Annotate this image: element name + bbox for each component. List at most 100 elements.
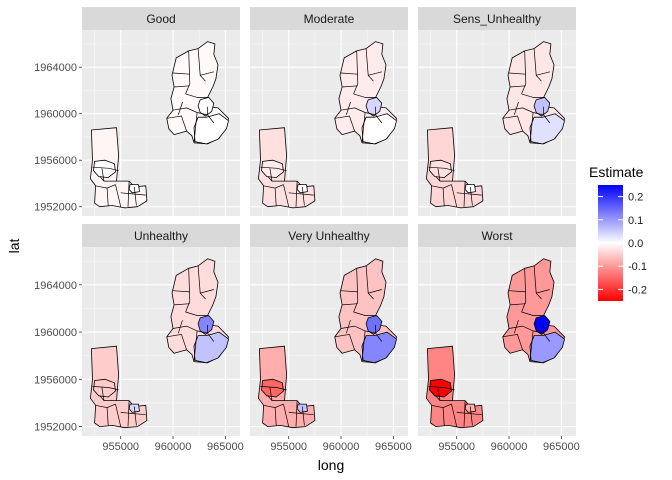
region-border <box>342 303 358 306</box>
region-border <box>442 407 445 426</box>
x-tick-label: 965000 <box>375 441 412 453</box>
legend-tick-label: 0.2 <box>628 192 643 204</box>
x-tick-label: 965000 <box>207 441 244 453</box>
x-tick-label: 965000 <box>543 441 580 453</box>
axes: 1952000 1956000 1960000 1964000 1952000 19560… <box>34 62 580 453</box>
y-tick-label: 1952000 <box>34 202 77 214</box>
region-border <box>428 166 455 172</box>
region-border <box>166 334 187 350</box>
legend-title: Estimate <box>589 164 644 180</box>
region-border <box>127 181 130 207</box>
region-border <box>340 72 358 75</box>
region-border <box>345 320 351 334</box>
x-tick-label: 960000 <box>323 441 360 453</box>
region-border <box>274 407 277 426</box>
region-border <box>442 188 445 206</box>
region-border <box>469 186 473 206</box>
region-border <box>368 289 382 294</box>
region-border <box>106 407 109 426</box>
legend-tick-label: -0.2 <box>628 284 647 296</box>
region-border <box>508 325 534 332</box>
region-border <box>353 311 376 316</box>
region-border <box>177 101 183 116</box>
region-border <box>127 400 130 427</box>
region-border <box>106 188 109 206</box>
region-border <box>185 311 208 316</box>
y-tick-label: 1964000 <box>34 280 77 292</box>
region-border <box>365 112 376 116</box>
facet-panel: Moderate <box>250 7 408 216</box>
region-border <box>451 404 458 427</box>
region-border <box>200 71 214 76</box>
region-border <box>115 184 122 207</box>
region-border <box>508 107 534 113</box>
region-border <box>133 186 137 206</box>
facet-strip <box>82 224 240 247</box>
region-border <box>463 400 466 427</box>
legend-tick-label: 0.1 <box>628 215 643 227</box>
region-border <box>469 406 473 426</box>
facet-strip-label: Worst <box>481 229 513 243</box>
facet-strip-label: Moderate <box>304 12 355 26</box>
region-border <box>174 303 190 306</box>
legend: Estimate 0.2 0.1 0.0 -0.1 -0.2 <box>589 164 647 301</box>
region-border <box>92 166 119 172</box>
region-border <box>288 412 314 416</box>
region-border <box>502 334 523 350</box>
region-border <box>340 107 366 113</box>
region-border <box>193 112 198 143</box>
region-border <box>295 181 298 207</box>
legend-ticks: 0.2 0.1 0.0 -0.1 -0.2 <box>598 192 647 296</box>
region-border <box>361 112 366 143</box>
region-border <box>529 330 534 362</box>
region-border <box>172 72 190 75</box>
region-border <box>260 166 287 172</box>
region-border <box>283 404 290 427</box>
region-border <box>340 290 358 293</box>
region-border <box>510 303 526 306</box>
region-border <box>533 330 544 334</box>
facet-panel: Sens_Unhealthy <box>418 7 576 216</box>
region-border <box>172 325 198 332</box>
y-tick-label: 1956000 <box>34 155 77 167</box>
legend-tick-label: 0.0 <box>628 238 643 250</box>
region-border <box>334 334 355 350</box>
region-border <box>200 289 214 294</box>
region-border <box>197 330 208 334</box>
region-border <box>361 330 366 362</box>
facet-strip <box>418 7 576 30</box>
y-axis-title: lat <box>6 239 22 254</box>
x-tick-label: 960000 <box>491 441 528 453</box>
region-border <box>521 50 527 95</box>
region-border <box>177 320 183 334</box>
region-border <box>456 412 482 416</box>
region-border <box>288 192 314 196</box>
facet-panels: Good Moderate Sens_Unhealthy Unhealthy Very … <box>82 7 576 436</box>
region-border <box>345 101 351 116</box>
region-west-focus <box>429 378 452 398</box>
region-border <box>428 386 455 391</box>
x-tick-label: 955000 <box>102 441 139 453</box>
y-tick-label: 1952000 <box>34 422 77 434</box>
region-border <box>502 115 523 132</box>
region-border <box>521 93 544 98</box>
region-border <box>521 311 544 316</box>
region-border <box>533 112 544 116</box>
legend-tick-label: -0.1 <box>628 261 647 273</box>
facet-panel: Worst <box>418 224 576 436</box>
region-border <box>508 290 526 293</box>
region-border <box>353 93 376 98</box>
region-border <box>301 406 305 426</box>
y-tick-label: 1960000 <box>34 109 77 121</box>
region-border <box>172 107 198 113</box>
facet-strip <box>82 7 240 30</box>
region-border <box>536 71 550 76</box>
region-north-focus <box>365 315 383 335</box>
region-border <box>193 330 198 362</box>
region-border <box>267 395 273 401</box>
region-border <box>353 50 359 95</box>
region-north-focus <box>533 315 551 335</box>
facet-panel: Unhealthy <box>82 224 240 436</box>
region-border <box>92 386 119 391</box>
facet-panel: Good <box>82 7 240 216</box>
